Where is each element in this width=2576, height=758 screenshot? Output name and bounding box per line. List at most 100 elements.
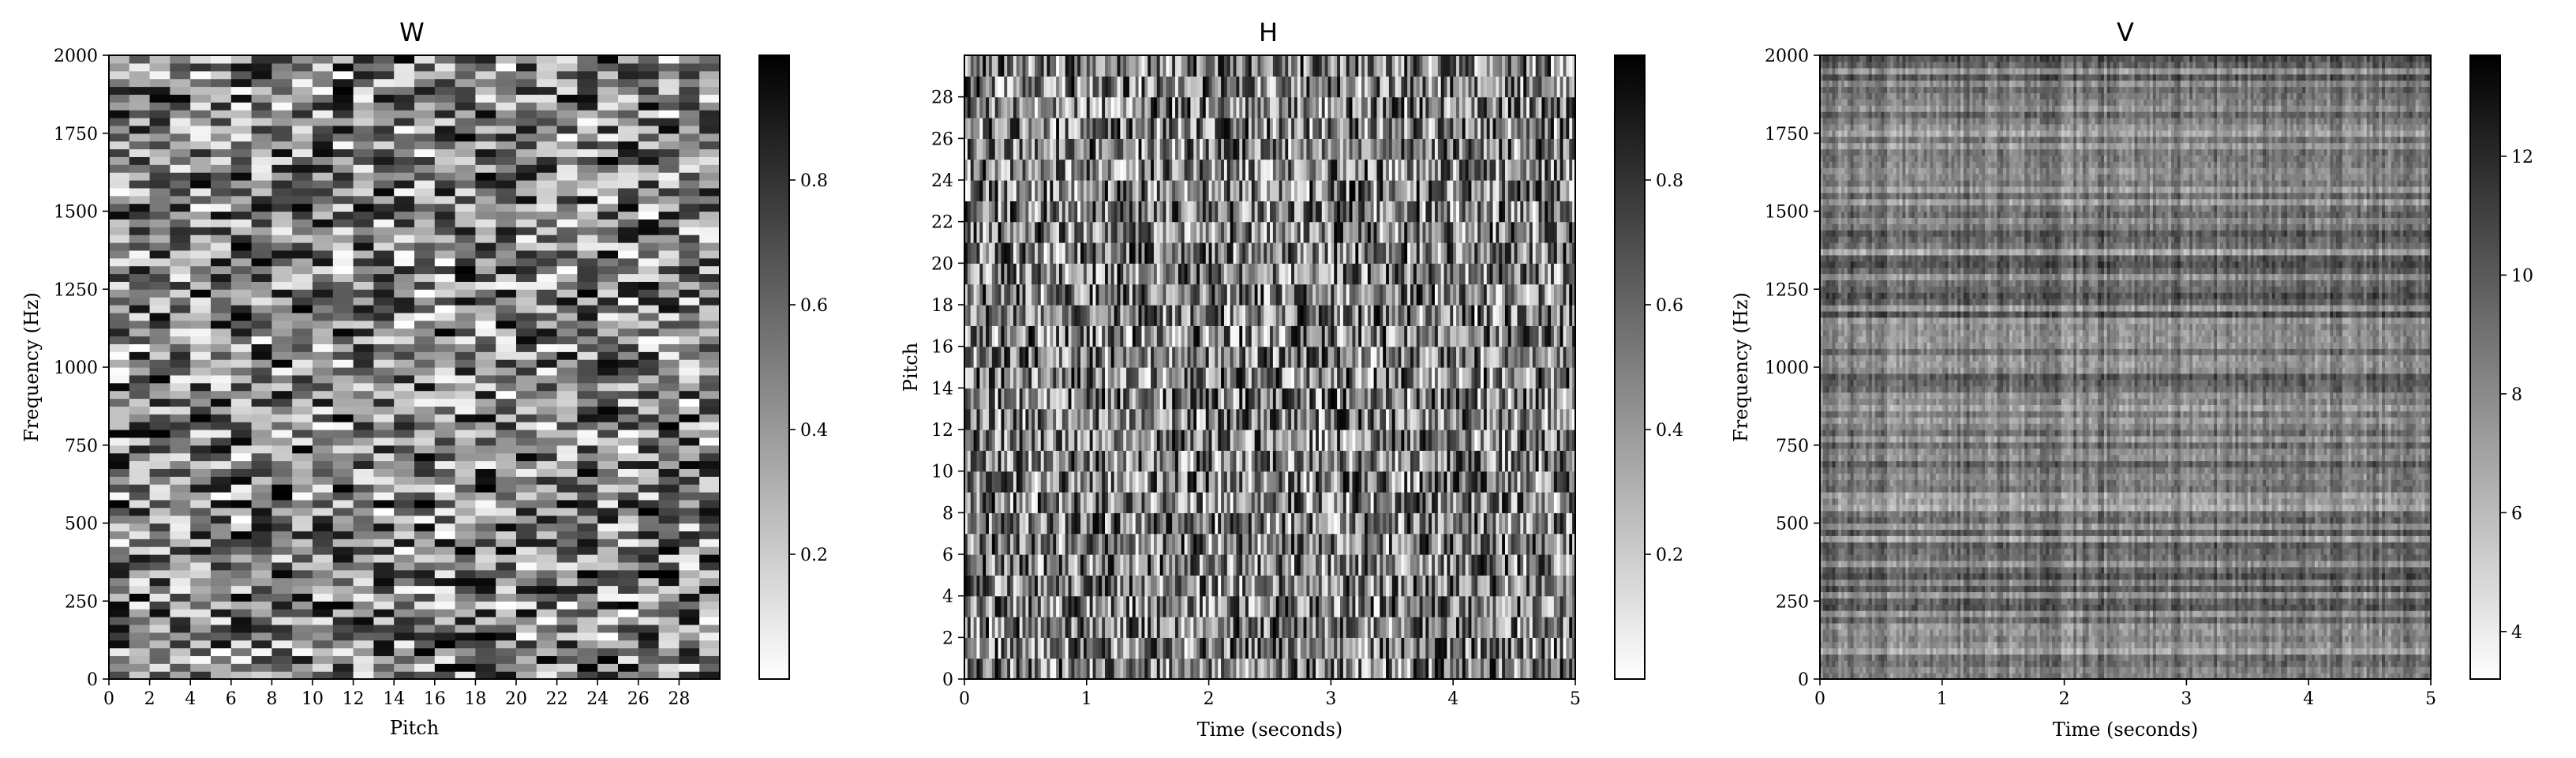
heatmap-cell	[170, 305, 190, 313]
heatmap-cell	[496, 453, 516, 461]
heatmap-cell	[1386, 554, 1389, 576]
heatmap-cell	[455, 359, 476, 367]
heatmap-cell	[313, 399, 333, 407]
heatmap-cell	[1548, 575, 1551, 596]
heatmap-cell	[170, 289, 190, 297]
heatmap-cell	[496, 258, 516, 266]
heatmap-cell	[979, 534, 983, 555]
heatmap-cell	[354, 235, 374, 242]
heatmap-cell	[394, 625, 414, 632]
heatmap-cell	[394, 523, 414, 531]
heatmap-cell	[1227, 554, 1230, 576]
heatmap-cell	[1392, 534, 1395, 555]
heatmap-cell	[1392, 596, 1395, 617]
heatmap-cell	[150, 391, 170, 399]
heatmap-cell	[971, 450, 974, 471]
heatmap-cell	[1102, 575, 1105, 596]
heatmap-cell	[618, 609, 638, 617]
heatmap-cell	[1515, 637, 1518, 659]
heatmap-cell	[1258, 409, 1261, 430]
heatmap-cell	[577, 538, 597, 546]
heatmap-cell	[333, 266, 354, 274]
heatmap-cell	[190, 492, 211, 500]
heatmap-cell	[1260, 575, 1264, 596]
heatmap-cell	[1239, 471, 1242, 493]
heatmap-cell	[1154, 534, 1157, 555]
heatmap-cell	[1459, 617, 1462, 638]
heatmap-cell	[354, 274, 374, 282]
heatmap-cell	[1227, 492, 1230, 513]
heatmap-cell	[313, 274, 333, 282]
heatmap-cell	[1273, 637, 1276, 659]
x-tick-label: 10	[301, 689, 324, 709]
heatmap-cell	[333, 523, 354, 531]
heatmap-cell	[1221, 430, 1224, 451]
heatmap-cell	[1090, 471, 1093, 493]
heatmap-cell	[577, 562, 597, 570]
heatmap-cell	[1020, 409, 1023, 430]
heatmap-cell	[1046, 617, 1050, 638]
heatmap-cell	[129, 336, 150, 344]
heatmap-cell	[1020, 430, 1023, 451]
heatmap-cell	[1413, 596, 1417, 617]
heatmap-cell	[679, 297, 699, 305]
heatmap-cell	[577, 531, 597, 538]
heatmap-cell	[313, 516, 333, 523]
heatmap-cell	[373, 180, 394, 188]
heatmap-cell	[699, 648, 720, 656]
heatmap-cell	[1224, 430, 1227, 451]
heatmap-cell	[129, 204, 150, 212]
heatmap-cell	[354, 196, 374, 204]
heatmap-cell	[1328, 534, 1331, 555]
heatmap-cell	[435, 242, 455, 250]
heatmap-cell	[1285, 554, 1288, 576]
heatmap-cell	[1133, 512, 1136, 534]
heatmap-cell	[1346, 430, 1350, 451]
heatmap-cell	[1181, 430, 1185, 451]
heatmap-cell	[496, 570, 516, 578]
heatmap-cell	[577, 586, 597, 594]
heatmap-cell	[1481, 617, 1484, 638]
heatmap-cell	[1270, 409, 1273, 430]
heatmap-cell	[211, 437, 231, 445]
heatmap-cell	[1087, 575, 1090, 596]
heatmap-cell	[516, 235, 537, 242]
heatmap-cell	[109, 453, 129, 461]
heatmap-cell	[1474, 617, 1477, 638]
heatmap-cell	[252, 328, 272, 336]
heatmap-cell	[1417, 575, 1420, 596]
heatmap-cell	[1279, 596, 1282, 617]
heatmap-cell	[1288, 450, 1291, 471]
heatmap-cell	[373, 172, 394, 180]
heatmap-cell	[679, 227, 699, 235]
heatmap-cell	[1151, 659, 1154, 680]
heatmap-cell	[597, 484, 618, 492]
heatmap-cell	[1218, 596, 1221, 617]
heatmap-cell	[1193, 596, 1196, 617]
heatmap-cell	[1441, 659, 1444, 680]
heatmap-cell	[414, 172, 435, 180]
heatmap-cell	[1304, 575, 1307, 596]
heatmap-cell	[1374, 637, 1377, 659]
heatmap-cell	[1255, 450, 1258, 471]
heatmap-cell	[252, 149, 272, 157]
heatmap-cell	[1355, 659, 1358, 680]
heatmap-cell	[190, 632, 211, 640]
heatmap-cell	[292, 640, 313, 648]
heatmap-cell	[1322, 534, 1325, 555]
heatmap-cell	[1395, 596, 1398, 617]
heatmap-cell	[1245, 512, 1249, 534]
heatmap-cell	[1071, 450, 1074, 471]
heatmap-cell	[109, 437, 129, 445]
heatmap-cell	[1420, 637, 1423, 659]
heatmap-cell	[455, 110, 476, 118]
heatmap-cell	[679, 305, 699, 313]
heatmap-cell	[577, 484, 597, 492]
heatmap-cell	[1276, 471, 1279, 493]
heatmap-cell	[1123, 534, 1126, 555]
heatmap-cell	[1025, 409, 1028, 430]
heatmap-cell	[1477, 575, 1481, 596]
heatmap-cell	[150, 321, 170, 328]
heatmap-cell	[1297, 575, 1301, 596]
heatmap-cell	[496, 367, 516, 375]
